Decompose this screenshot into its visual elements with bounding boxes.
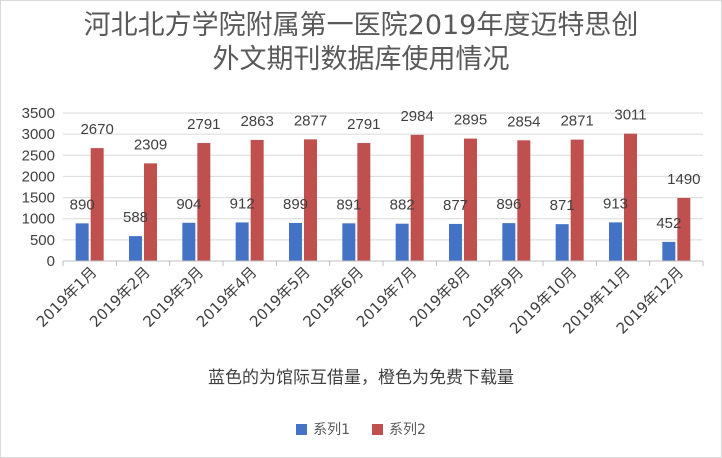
data-label-series-1: 882: [390, 197, 415, 214]
bar-series-2: [570, 139, 584, 261]
bar-series-2: [517, 140, 531, 261]
bar-series-2: [144, 163, 157, 261]
bar-series-1: [609, 222, 622, 261]
data-label-series-2: 2871: [560, 113, 593, 130]
data-label-series-2: 2670: [80, 121, 113, 138]
bar-series-1: [289, 222, 302, 261]
bar-series-1: [449, 223, 462, 261]
data-label-series-1: 871: [550, 197, 575, 214]
data-label-series-1: 891: [336, 196, 361, 213]
bar-series-2: [197, 142, 211, 261]
data-label-series-2: 3011: [614, 107, 646, 124]
y-tick-label: 1000: [22, 211, 55, 228]
legend-label-series-2: 系列2: [389, 422, 426, 438]
chart-legend: 系列1 系列2: [1, 419, 721, 439]
data-label-series-2: 2877: [294, 112, 327, 129]
y-tick-label: 0: [47, 253, 55, 270]
data-label-series-1: 877: [443, 197, 468, 214]
y-tick-label: 2500: [22, 147, 55, 164]
y-tick-label: 500: [30, 232, 55, 249]
bar-series-1: [235, 222, 249, 261]
bar-series-2: [624, 133, 637, 261]
data-label-series-2: 2863: [240, 113, 273, 130]
bar-series-2: [90, 148, 104, 261]
data-label-series-1: 896: [496, 196, 521, 213]
bar-series-1: [182, 222, 196, 261]
y-tick-label: 1500: [22, 190, 55, 207]
bar-series-1: [129, 236, 142, 261]
chart-title: 河北北方学院附属第一医院2019年度迈特思创 外文期刊数据库使用情况: [1, 9, 721, 77]
data-label-series-2: 2854: [507, 113, 540, 130]
data-label-series-2: 2309: [134, 136, 167, 153]
y-tick-label: 2000: [22, 168, 55, 185]
y-tick-label: 3500: [22, 105, 55, 122]
legend-item-series-1: 系列1: [296, 419, 350, 439]
data-label-series-1: 912: [230, 195, 255, 212]
chart-title-line-1: 河北北方学院附属第一医院2019年度迈特思创: [83, 10, 639, 41]
chart-caption: 蓝色的为馆际互借量，橙色为免费下载量: [208, 368, 514, 388]
data-label-series-2: 2895: [454, 112, 487, 129]
y-tick-label: 3000: [22, 126, 55, 143]
data-label-series-1: 588: [123, 209, 148, 226]
data-label-series-2: 2791: [347, 116, 380, 133]
bar-series-1: [662, 241, 676, 261]
data-label-series-1: 904: [176, 196, 201, 213]
bar-series-1: [555, 224, 569, 261]
bar-series-1: [395, 223, 409, 261]
bar-series-1: [502, 223, 516, 261]
bar-series-2: [304, 139, 317, 261]
bar-series-1: [342, 223, 356, 261]
data-label-series-2: 2791: [187, 116, 220, 133]
data-label-series-2: 2984: [400, 108, 433, 125]
bar-series-2: [250, 139, 264, 261]
bar-series-2: [464, 138, 477, 261]
data-label-series-1: 890: [70, 196, 95, 213]
data-label-series-1: 899: [283, 196, 308, 213]
bar-series-2: [410, 134, 424, 261]
data-label-series-1: 452: [656, 215, 681, 232]
legend-swatch-series-2: [372, 423, 383, 435]
bar-series-1: [75, 223, 89, 261]
legend-label-series-1: 系列1: [313, 422, 350, 438]
bar-series-2: [357, 142, 371, 261]
chart-title-line-2: 外文期刊数据库使用情况: [212, 44, 510, 75]
legend-item-series-2: 系列2: [372, 419, 426, 439]
data-label-series-1: 913: [603, 195, 628, 212]
data-label-series-2: 1490: [667, 171, 700, 188]
bar-series-2: [677, 197, 691, 261]
legend-swatch-series-1: [296, 423, 308, 435]
